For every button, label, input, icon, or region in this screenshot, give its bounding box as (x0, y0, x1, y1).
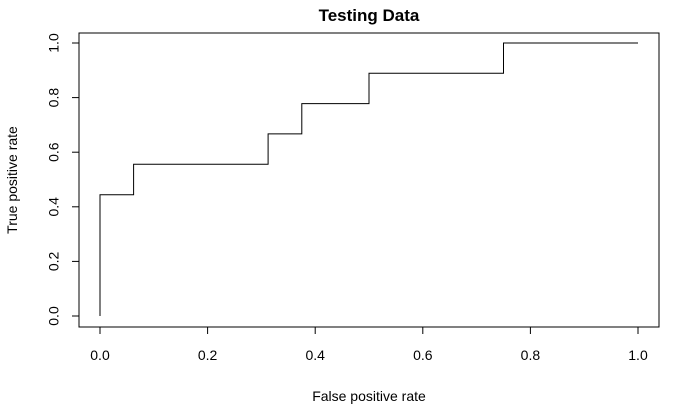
y-tick-label: 1.0 (46, 33, 62, 53)
y-axis: 0.0 0.2 0.4 0.6 0.8 1.0 (46, 33, 80, 326)
y-axis-label: True positive rate (4, 126, 20, 234)
x-tick-label: 0.8 (521, 347, 541, 363)
x-tick-label: 0.0 (90, 347, 110, 363)
series-layer (99, 42, 638, 316)
y-tick-label: 0.8 (46, 88, 62, 108)
y-tick-label: 0.4 (46, 197, 62, 217)
y-tick-label: 0.0 (46, 306, 62, 326)
x-tick-label: 0.4 (305, 347, 325, 363)
y-tick-label: 0.2 (46, 251, 62, 271)
x-axis-label: False positive rate (312, 388, 426, 404)
x-axis: 0.0 0.2 0.4 0.6 0.8 1.0 (90, 326, 648, 363)
x-tick-label: 0.2 (198, 347, 218, 363)
roc-series-line (99, 42, 638, 316)
y-tick-label: 0.6 (46, 142, 62, 162)
x-tick-label: 0.6 (413, 347, 433, 363)
chart-title: Testing Data (319, 6, 420, 25)
x-tick-label: 1.0 (628, 347, 648, 363)
